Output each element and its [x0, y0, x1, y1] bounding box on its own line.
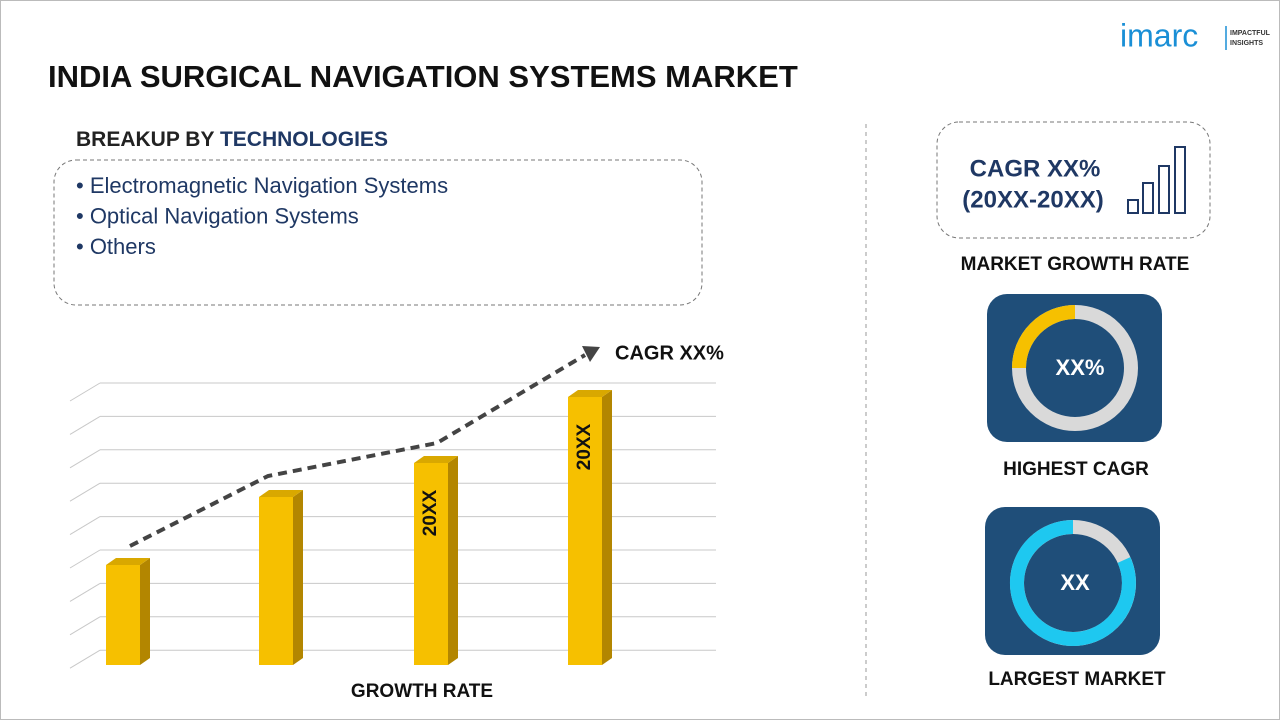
- grid-line: [69, 582, 101, 602]
- grid-line: [69, 415, 101, 435]
- bar: [259, 497, 293, 665]
- cagr-text: CAGR XX%: [970, 155, 1101, 182]
- caption: LARGEST MARKET: [988, 669, 1166, 690]
- caption: MARKET GROWTH RATE: [961, 254, 1190, 275]
- trend-label: CAGR XX%: [615, 342, 724, 364]
- bar-top: [259, 490, 303, 497]
- tile-value: XX%: [1056, 355, 1105, 380]
- grid: [69, 382, 716, 669]
- logo-tagline: IMPACTFUL: [1230, 30, 1271, 37]
- growth-box: [936, 121, 1211, 239]
- bars: 20XX 20XX: [106, 390, 612, 665]
- tile-value: XX: [1060, 570, 1090, 595]
- bar-side: [448, 456, 458, 665]
- grid-line: [69, 382, 101, 402]
- caption: HIGHEST CAGR: [1003, 459, 1149, 480]
- grid-line: [69, 616, 101, 636]
- grid-line: [69, 649, 101, 669]
- grid-line: [69, 449, 101, 469]
- grid-line: [69, 549, 101, 569]
- donut-arc: [1012, 305, 1076, 369]
- bar-side: [602, 390, 612, 665]
- bar-label: 20XX: [574, 423, 595, 470]
- bar: [414, 463, 448, 665]
- breakup-dimension: TECHNOLOGIES: [220, 128, 388, 151]
- axis-label: GROWTH RATE: [351, 681, 493, 702]
- growth-icon: [1127, 146, 1186, 214]
- breakup-heading: BREAKUP BY TECHNOLOGIES: [76, 128, 388, 151]
- logo-brand: imarc: [1120, 17, 1198, 53]
- bar-label: 20XX: [420, 489, 441, 536]
- bar-side: [293, 490, 303, 665]
- breakup-item: • Optical Navigation Systems: [76, 203, 359, 228]
- breakup-box: [53, 159, 703, 306]
- breakup-item: • Electromagnetic Navigation Systems: [76, 173, 448, 198]
- grid-line: [69, 482, 101, 502]
- trend-line: [129, 353, 587, 548]
- bar-top: [568, 390, 612, 397]
- bar-top: [414, 456, 458, 463]
- grid-line: [69, 516, 101, 536]
- bar-side: [140, 558, 150, 665]
- bar: [568, 397, 602, 665]
- trend-arrow: [582, 346, 600, 362]
- logo-tagline: INSIGHTS: [1230, 40, 1263, 47]
- breakup-item: • Others: [76, 234, 156, 259]
- title: INDIA SURGICAL NAVIGATION SYSTEMS MARKET: [48, 59, 798, 94]
- bar: [106, 565, 140, 665]
- donut-arc: [1009, 520, 1136, 646]
- bar-top: [106, 558, 150, 565]
- breakup-prefix: BREAKUP BY: [76, 128, 214, 151]
- period-text: (20XX-20XX): [962, 186, 1103, 213]
